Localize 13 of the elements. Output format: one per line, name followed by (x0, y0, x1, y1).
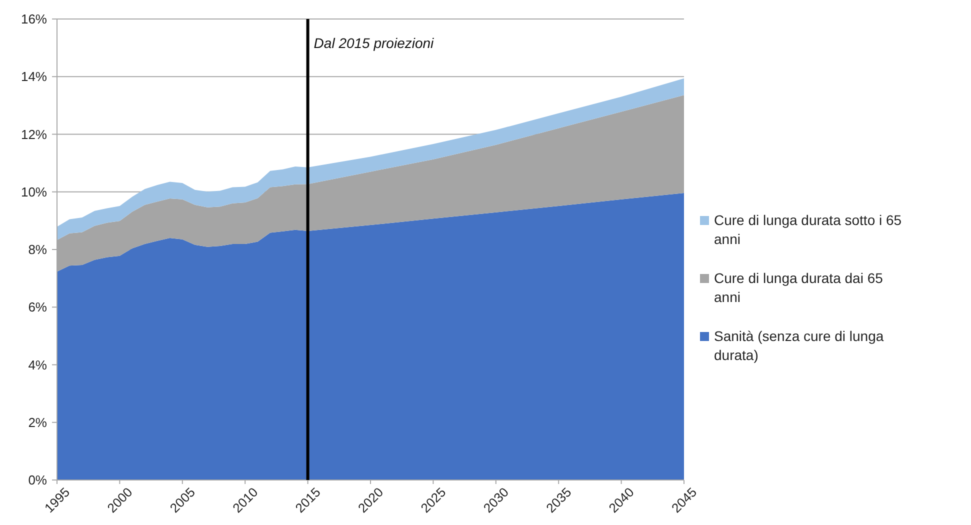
y-tick-label: 6% (28, 300, 48, 315)
y-tick-label: 4% (28, 357, 48, 372)
y-tick-label: 0% (28, 472, 48, 488)
legend-label: Cure di lunga durata dai 65 anni (714, 270, 884, 305)
y-tick-label: 16% (20, 12, 48, 27)
y-tick-label: 10% (20, 184, 48, 200)
y-tick-label: 8% (28, 242, 48, 258)
y-tick-label: 12% (20, 126, 48, 142)
legend-label: Sanità (senza cure di lunga durata) (714, 328, 884, 363)
ref-line-label: Dal 2015 proiezioni (314, 35, 435, 51)
legend-label: Cure di lunga durata sotto i 65 anni (714, 212, 902, 247)
y-tick-label: 2% (28, 414, 48, 430)
y-tick-label: 14% (20, 69, 48, 84)
